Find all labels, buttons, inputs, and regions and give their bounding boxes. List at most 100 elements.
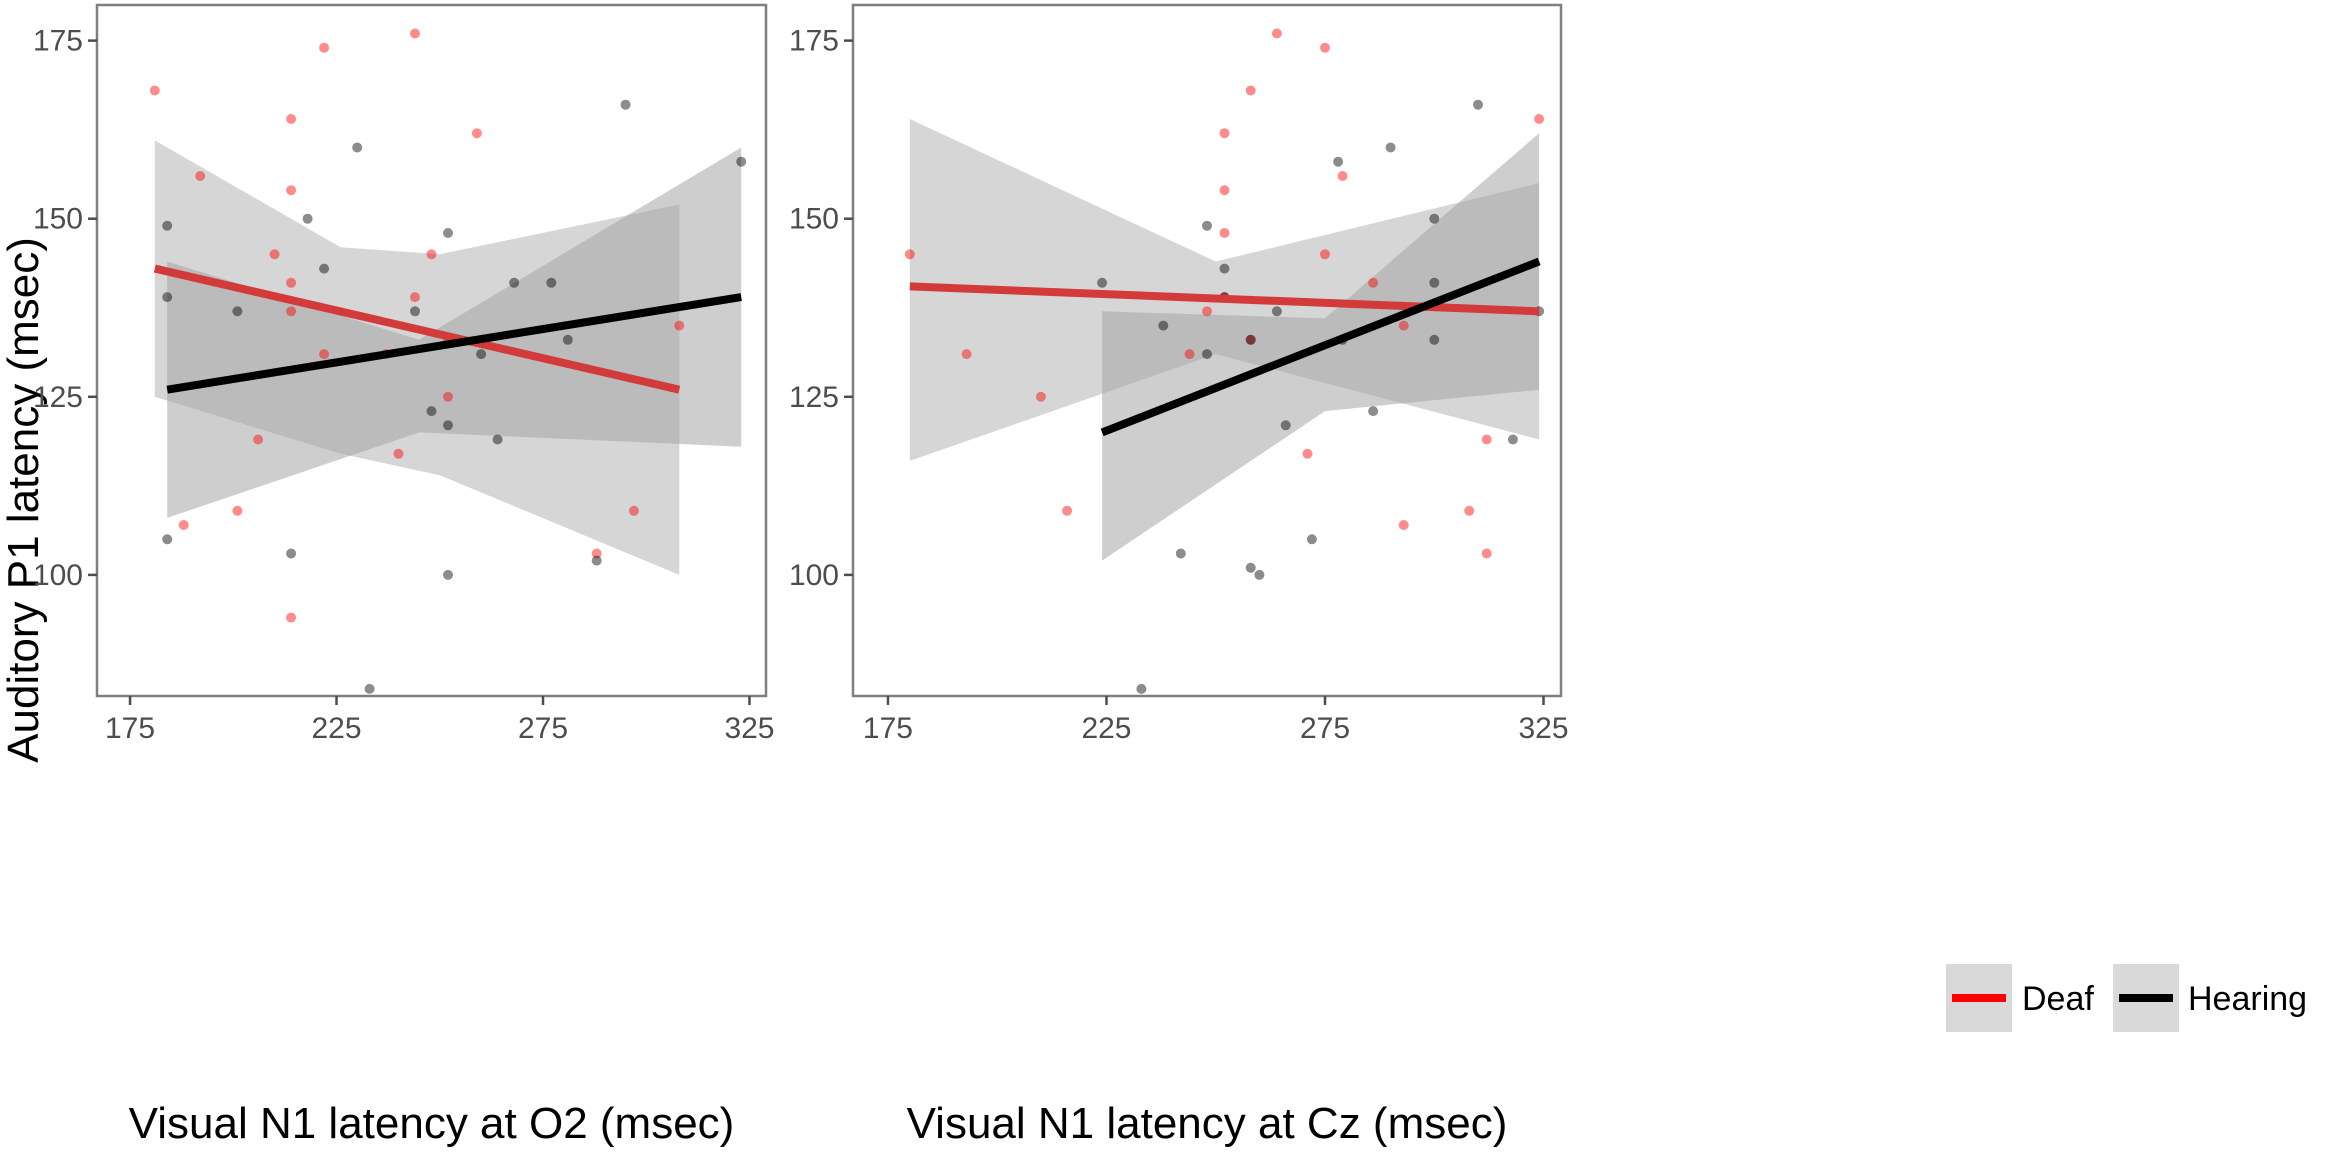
y-tick-label: 175 — [789, 25, 839, 58]
data-point-hearing — [162, 534, 173, 545]
data-point-deaf — [1245, 85, 1256, 96]
data-point-deaf — [286, 114, 297, 124]
legend-label-deaf: Deaf — [2022, 980, 2094, 1018]
data-point-hearing — [1245, 562, 1256, 573]
data-point-hearing — [364, 683, 375, 694]
data-point-deaf — [319, 349, 330, 360]
data-point-hearing — [410, 306, 420, 317]
data-point-hearing — [546, 277, 557, 288]
panel-border-1 — [95, 3, 768, 698]
data-point-deaf — [319, 42, 330, 53]
data-point-hearing — [1429, 277, 1440, 288]
data-point-hearing — [352, 142, 363, 153]
ci-ribbon-hearing-panel1 — [167, 147, 742, 518]
data-point-deaf — [426, 249, 437, 260]
data-point-hearing — [591, 555, 602, 566]
data-point-deaf — [393, 448, 404, 459]
data-point-deaf — [286, 185, 297, 196]
data-point-hearing — [620, 99, 631, 110]
data-point-hearing — [509, 277, 520, 288]
data-point-deaf — [1398, 520, 1409, 530]
data-point-deaf — [1202, 306, 1212, 317]
y-tick-label: 100 — [33, 559, 83, 592]
data-point-deaf — [471, 128, 482, 139]
data-point-deaf — [1398, 320, 1409, 331]
data-point-hearing — [1429, 334, 1440, 345]
data-point-hearing — [1368, 406, 1379, 417]
data-point-deaf — [961, 349, 972, 360]
data-point-hearing — [302, 213, 313, 224]
data-point-deaf — [1302, 448, 1313, 459]
x-tick-label: 275 — [518, 712, 568, 745]
panel-border-2 — [851, 3, 1563, 698]
fit-line-deaf-panel1 — [153, 264, 681, 394]
data-point-deaf — [178, 520, 189, 530]
data-point-hearing — [1202, 349, 1212, 360]
data-point-hearing — [1136, 683, 1147, 694]
y-tick-label: 150 — [33, 203, 83, 236]
data-point-deaf — [1320, 249, 1330, 260]
data-point-hearing — [426, 406, 437, 417]
data-point-hearing — [1429, 213, 1440, 224]
data-point-deaf — [149, 85, 160, 96]
data-point-deaf — [195, 171, 206, 181]
y-tick-label: 150 — [789, 203, 839, 236]
y-tick-label: 100 — [789, 559, 839, 592]
data-point-deaf — [1062, 505, 1073, 516]
data-point-hearing — [443, 569, 453, 580]
data-point-deaf — [1219, 128, 1230, 139]
data-point-hearing — [476, 349, 487, 360]
y-tick-label: 125 — [33, 381, 83, 414]
x-tick-label: 175 — [105, 712, 155, 745]
data-point-deaf — [286, 277, 297, 288]
data-point-hearing — [443, 420, 453, 431]
data-point-hearing — [319, 263, 330, 274]
data-point-hearing — [1245, 334, 1256, 345]
data-point-hearing — [1202, 220, 1212, 231]
data-point-deaf — [1337, 171, 1348, 181]
data-point-hearing — [1254, 569, 1265, 580]
fit-line-hearing-panel2 — [1100, 257, 1541, 437]
data-point-deaf — [1245, 334, 1256, 345]
data-point-deaf — [1481, 548, 1492, 559]
x-tick-label: 225 — [311, 712, 361, 745]
fit-line-deaf-panel2 — [909, 282, 1540, 316]
x-tick-label: 225 — [1081, 712, 1131, 745]
data-point-hearing — [1271, 306, 1282, 317]
data-point-deaf — [1534, 114, 1545, 124]
data-point-deaf — [1271, 28, 1282, 39]
data-point-deaf — [253, 434, 264, 445]
data-point-hearing — [1219, 263, 1230, 274]
data-point-deaf — [286, 306, 297, 317]
x-tick-label: 175 — [863, 712, 913, 745]
data-point-deaf — [904, 249, 915, 260]
data-point-hearing — [1158, 320, 1169, 331]
data-point-hearing — [1280, 420, 1291, 431]
data-point-deaf — [1219, 185, 1230, 196]
data-point-deaf — [286, 612, 297, 623]
y-tick-label: 175 — [33, 25, 83, 58]
data-point-hearing — [1175, 548, 1186, 559]
x-tick-label: 275 — [1300, 712, 1350, 745]
data-point-hearing — [1333, 156, 1344, 167]
x-axis-title-panel2: Visual N1 latency at Cz (msec) — [907, 1099, 1508, 1148]
data-point-hearing — [232, 306, 243, 317]
data-point-deaf — [591, 548, 602, 559]
data-point-deaf — [1035, 391, 1046, 402]
data-point-deaf — [1481, 434, 1492, 445]
data-point-deaf — [269, 249, 280, 260]
data-point-deaf — [443, 391, 453, 402]
data-point-deaf — [1219, 228, 1230, 238]
data-point-hearing — [1507, 434, 1518, 445]
data-point-deaf — [1184, 349, 1195, 360]
y-tick-label: 125 — [789, 381, 839, 414]
data-point-deaf — [232, 505, 243, 516]
data-point-deaf — [674, 320, 685, 331]
data-point-hearing — [286, 548, 297, 559]
legend-label-hearing: Hearing — [2188, 980, 2307, 1018]
y-axis-title: Auditory P1 latency (msec) — [0, 237, 48, 763]
data-point-hearing — [492, 434, 503, 445]
data-point-deaf — [1464, 505, 1475, 516]
x-axis-title-panel1: Visual N1 latency at O2 (msec) — [129, 1099, 735, 1148]
